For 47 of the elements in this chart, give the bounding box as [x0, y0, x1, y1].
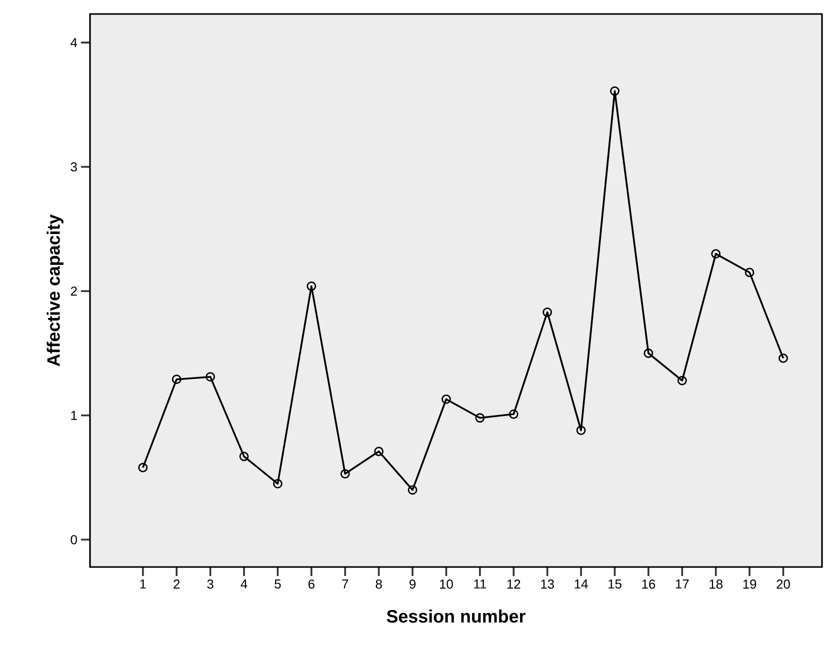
x-tick-label: 7	[342, 580, 348, 588]
x-tick-label: 2	[174, 580, 180, 589]
point	[172, 374, 182, 384]
point	[239, 452, 249, 462]
x-tick-label: 13	[541, 580, 554, 589]
point	[408, 485, 418, 495]
y-tick-label: 1	[71, 410, 77, 420]
x-tick-label: 8	[376, 580, 382, 589]
x-tick-label: 20	[776, 580, 790, 589]
x-tick-label: 17	[676, 580, 689, 588]
x-tick-label: 5	[274, 580, 281, 589]
y-axis-title: Affective capacity	[46, 214, 64, 366]
x-tick-label: 10	[440, 580, 453, 589]
x-tick-label: 4	[240, 580, 248, 588]
x-tick-label: 1	[140, 580, 146, 588]
point	[138, 462, 148, 472]
y-tick-label: 0	[70, 535, 77, 544]
x-tick-label: 18	[710, 580, 722, 589]
x-tick-label: 6	[308, 580, 314, 589]
point	[677, 376, 687, 386]
point	[576, 426, 586, 435]
point	[508, 409, 518, 419]
point	[206, 372, 216, 382]
x-tick-label: 3	[207, 580, 214, 589]
point	[644, 348, 654, 358]
y-tick-label: 2	[70, 286, 77, 296]
point	[340, 469, 350, 478]
point	[306, 281, 316, 291]
y-tick-label: 3	[70, 162, 77, 172]
x-tick-label: 15	[608, 580, 622, 589]
x-tick-label: 19	[743, 580, 756, 589]
point	[610, 86, 620, 96]
point	[273, 479, 282, 488]
x-tick-label: 16	[642, 580, 656, 589]
point	[744, 268, 754, 278]
x-tick-label: 9	[410, 580, 416, 589]
y-tick-label: 4	[70, 38, 78, 48]
point	[442, 394, 451, 404]
point	[711, 249, 721, 259]
x-axis-title: Session number	[386, 610, 526, 623]
x-tick-label: 11	[474, 580, 486, 588]
point	[475, 413, 485, 423]
x-tick-label: 14	[574, 580, 588, 588]
point	[542, 308, 552, 317]
point	[778, 354, 788, 363]
point	[374, 446, 384, 456]
x-tick-label: 12	[507, 580, 520, 589]
